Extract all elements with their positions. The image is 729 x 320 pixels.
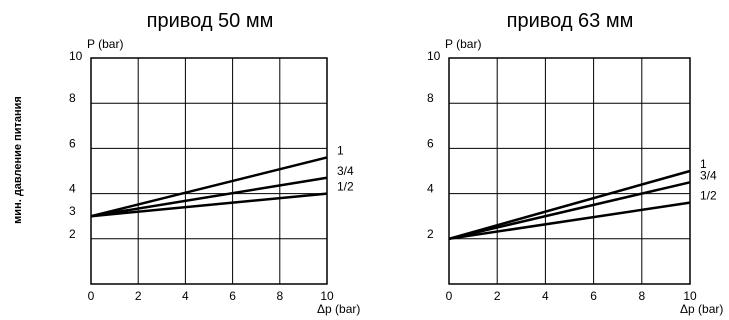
chart-2-plot-frame bbox=[448, 57, 691, 285]
chart-1-series-line-1 bbox=[90, 156, 328, 218]
chart-2-x-tick-label: 6 bbox=[590, 289, 597, 303]
chart-2-x-tick-label: 2 bbox=[494, 289, 501, 303]
chart-1-plot-frame bbox=[90, 57, 328, 285]
chart-1-y-tick-label: 10 bbox=[69, 49, 83, 63]
chart-1-y-tick-label: 2 bbox=[69, 227, 76, 241]
chart-1-x-tick-label: 10 bbox=[320, 289, 334, 303]
chart-1-y-tick-label: 6 bbox=[69, 136, 76, 150]
chart-2-series-label-1-2: 1/2 bbox=[700, 189, 717, 203]
chart-2-y-tick-label: 2 bbox=[427, 227, 434, 241]
chart-2-series-line-1 bbox=[448, 169, 691, 241]
chart-2-series-label-3-4: 3/4 bbox=[700, 168, 717, 182]
chart-2-x-tick-label: 10 bbox=[683, 289, 697, 303]
chart-2-y-tick-label: 6 bbox=[427, 136, 434, 150]
chart-2-y-axis-label: P (bar) bbox=[445, 37, 481, 51]
chart-2-x-tick-label: 8 bbox=[638, 289, 645, 303]
chart-2-y-tick-label: 8 bbox=[427, 91, 434, 105]
chart-1-y-tick-label: 3 bbox=[69, 204, 76, 218]
chart-1-x-tick-label: 2 bbox=[135, 289, 142, 303]
chart-1-title: привод 50 мм bbox=[147, 10, 274, 32]
chart-2-series-line-3-4 bbox=[448, 181, 691, 241]
chart-2-title: привод 63 мм bbox=[507, 10, 634, 32]
chart-1-x-tick-label: 0 bbox=[88, 289, 95, 303]
chart-1-x-axis-label: Δp (bar) bbox=[317, 302, 360, 316]
chart-2-y-tick-label: 4 bbox=[427, 182, 434, 196]
chart-2-x-tick-label: 0 bbox=[446, 289, 453, 303]
chart-1-series-line-3-4 bbox=[90, 176, 328, 218]
chart-1-x-tick-label: 8 bbox=[276, 289, 283, 303]
chart-1-x-tick-label: 6 bbox=[229, 289, 236, 303]
chart-1-y-axis-label: P (bar) bbox=[87, 37, 123, 51]
chart-2-series-label-1: 1 bbox=[700, 157, 707, 171]
chart-1-y-tick-label: 8 bbox=[69, 91, 76, 105]
chart-2-series-line-1-2 bbox=[448, 201, 691, 241]
chart-2-x-tick-label: 4 bbox=[542, 289, 549, 303]
chart-2-x-axis-label: Δp (bar) bbox=[680, 302, 723, 316]
chart-1-series-line-1-2 bbox=[90, 192, 328, 218]
chart-1-y-tick-label: 4 bbox=[69, 182, 76, 196]
chart-1-x-tick-label: 4 bbox=[182, 289, 189, 303]
chart-1-series-label-1-2: 1/2 bbox=[337, 180, 354, 194]
chart-1-series-label-1: 1 bbox=[337, 143, 344, 157]
chart-2-y-tick-label: 10 bbox=[427, 49, 441, 63]
chart-1-series-label-3-4: 3/4 bbox=[337, 164, 354, 178]
